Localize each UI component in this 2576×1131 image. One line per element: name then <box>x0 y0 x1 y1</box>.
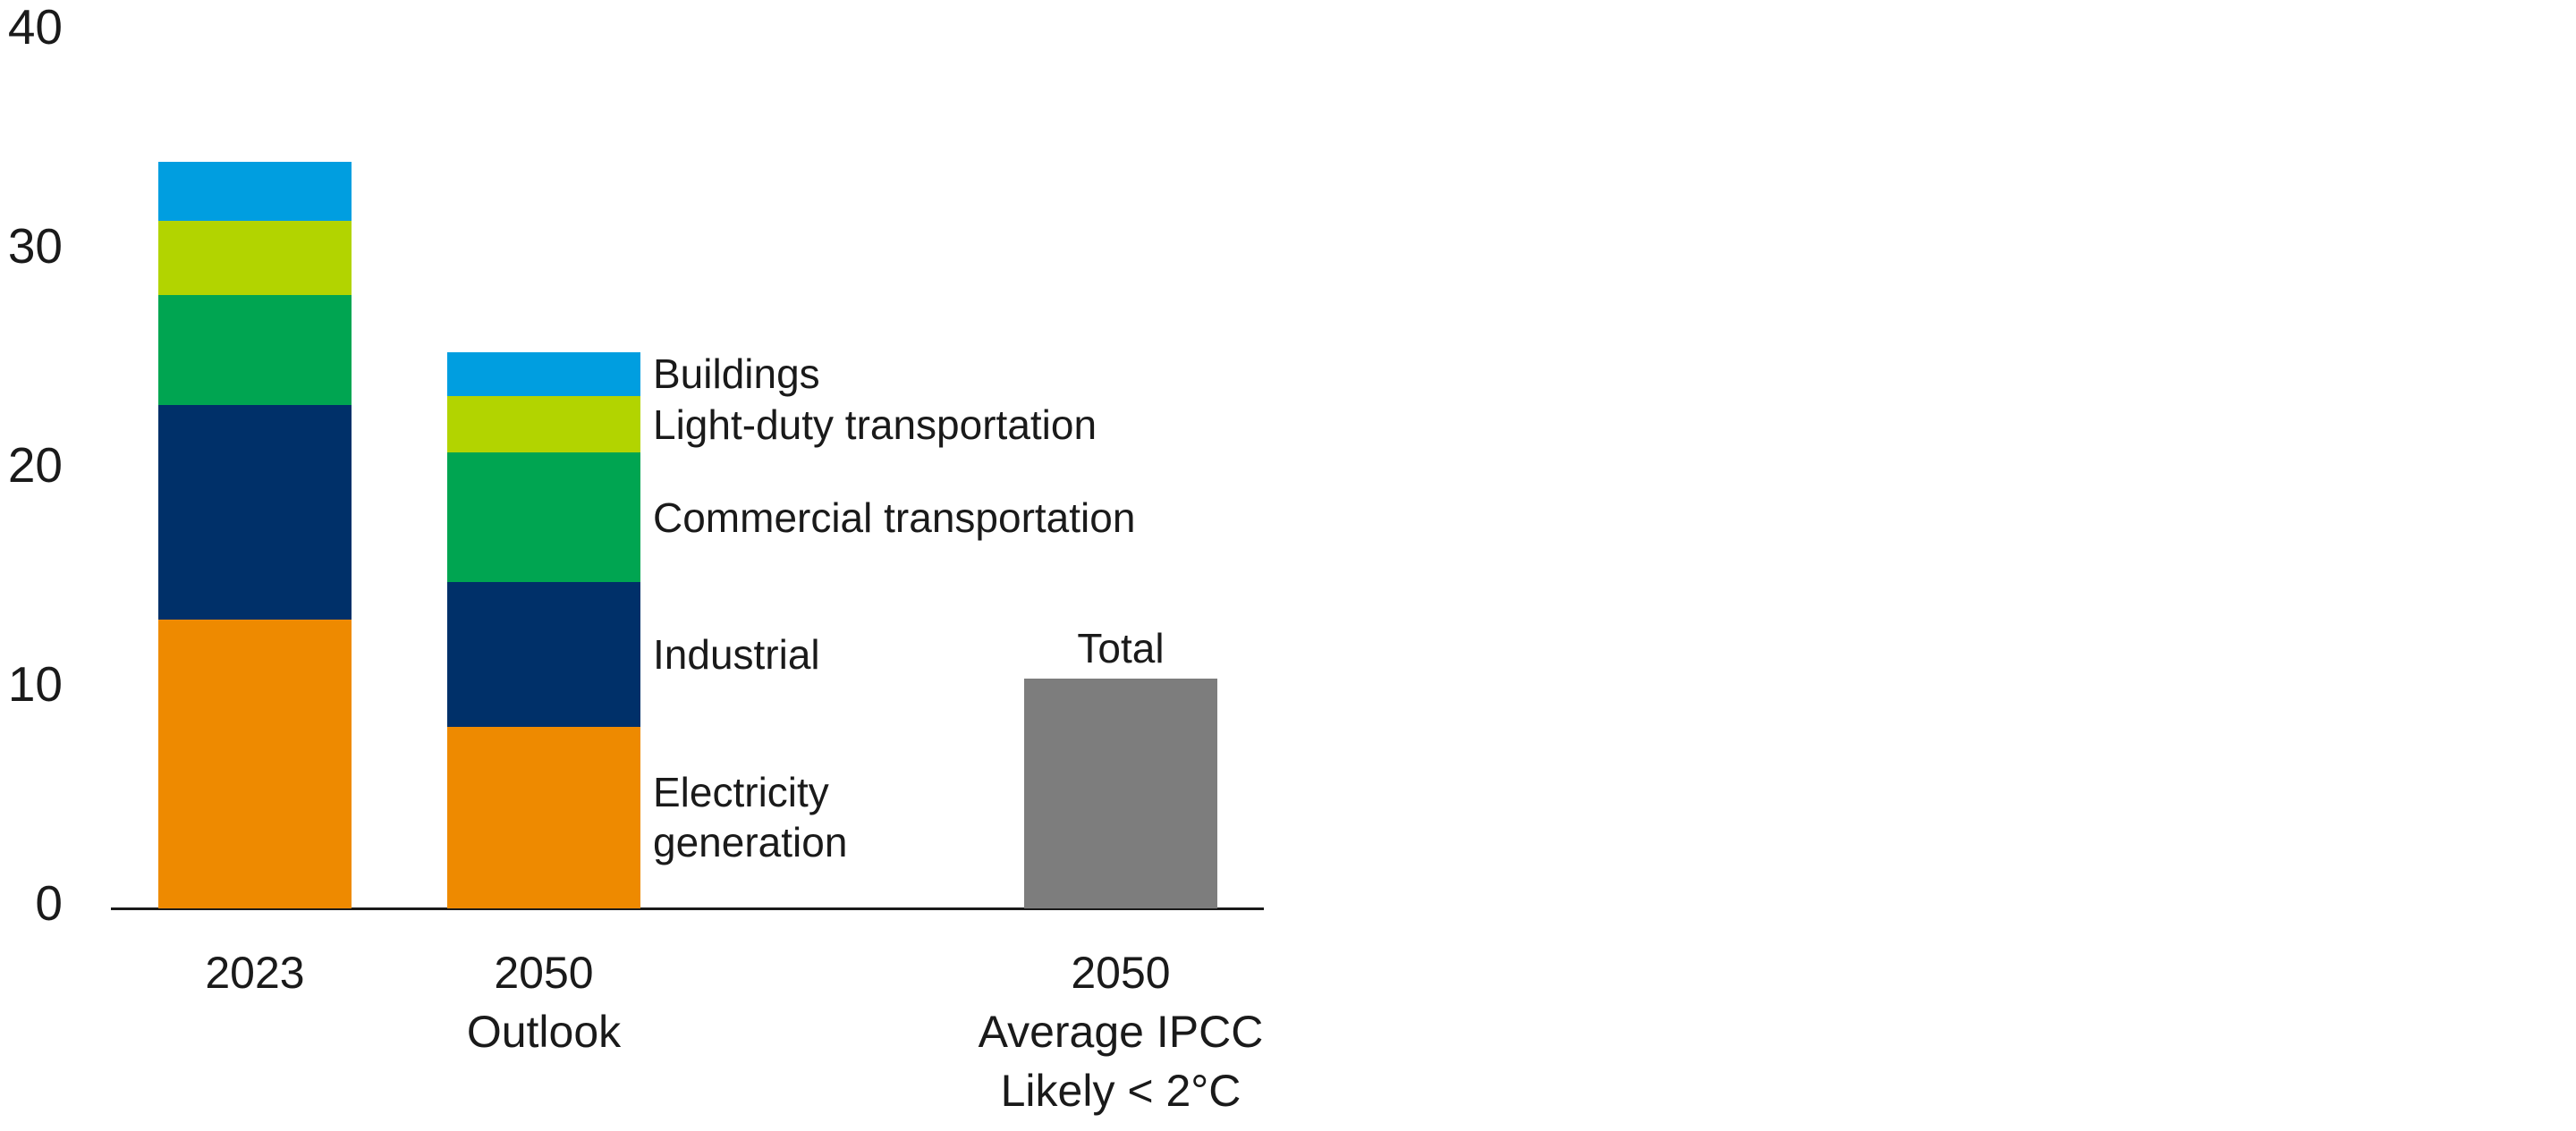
bar-segment-commercial-transportation <box>447 452 640 582</box>
series-label-light-duty-transportation: Light-duty transportation <box>653 401 1097 448</box>
y-axis-tick-label: 40 <box>7 0 63 55</box>
x-axis-label-2050-average-ipcc-likely-2-c: 2050 Average IPCC Likely < 2°C <box>978 948 1264 1116</box>
total-bar-label: Total <box>1077 624 1165 671</box>
y-axis-tick-label: 20 <box>7 437 63 493</box>
bar-segment-industrial <box>158 404 352 620</box>
bar-total <box>1024 678 1217 908</box>
x-axis-label-2023: 2023 <box>205 948 305 998</box>
y-axis-tick-label: 30 <box>7 218 63 274</box>
bar-segment-light-duty-transportation <box>447 395 640 453</box>
y-axis-tick-label: 0 <box>35 875 63 931</box>
y-axis-tick-label: 10 <box>7 656 63 712</box>
bar-segment-commercial-transportation <box>158 295 352 405</box>
bar-segment-light-duty-transportation <box>158 220 352 295</box>
bar-segment-industrial <box>447 581 640 727</box>
bar-segment-electricity-generation <box>158 619 352 908</box>
series-label-buildings: Buildings <box>653 350 820 398</box>
x-axis-line <box>111 907 1264 910</box>
series-label-commercial-transportation: Commercial transportation <box>653 494 1136 541</box>
series-label-industrial: Industrial <box>653 630 820 678</box>
series-label-electricity-generation: Electricity generation <box>653 769 848 866</box>
x-axis-label-2050-outlook: 2050 Outlook <box>466 948 622 1057</box>
bar-segment-buildings <box>158 161 352 221</box>
bar-segment-electricity-generation <box>447 726 640 908</box>
bar-segment-buildings <box>447 351 640 396</box>
